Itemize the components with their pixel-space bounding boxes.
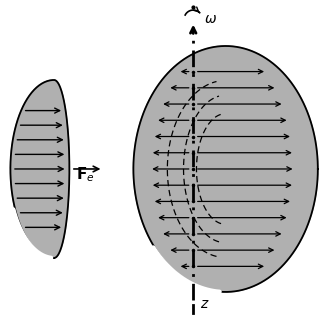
Polygon shape — [10, 80, 69, 258]
Text: $\omega$: $\omega$ — [203, 12, 216, 26]
Polygon shape — [133, 46, 318, 292]
Text: $z$: $z$ — [200, 297, 209, 311]
Text: $\mathbf{F}_e$: $\mathbf{F}_e$ — [76, 165, 95, 184]
